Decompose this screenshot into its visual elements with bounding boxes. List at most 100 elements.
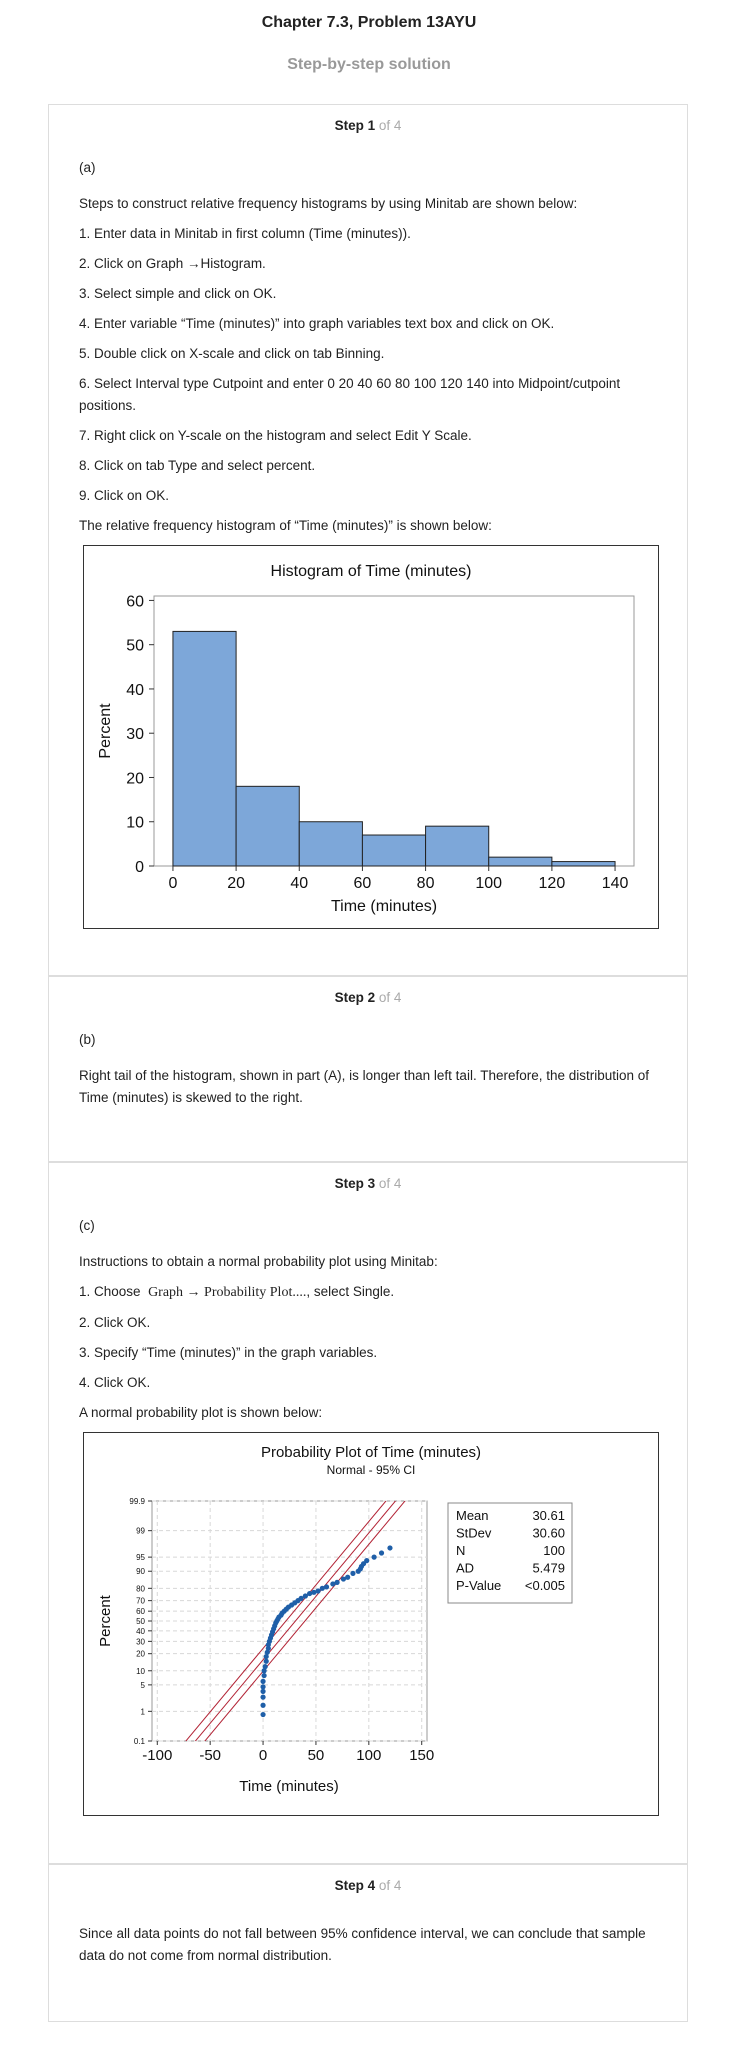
- prob-plot-y-tick-label: 80: [136, 1584, 145, 1593]
- stat-label: Mean: [456, 1508, 489, 1523]
- stat-value: 30.61: [532, 1508, 565, 1523]
- data-point: [265, 1645, 271, 1652]
- prob-plot-subtitle: Normal - 95% CI: [327, 1463, 416, 1477]
- stat-label: AD: [456, 1561, 474, 1576]
- fitted-line: [194, 1501, 397, 1741]
- prob-plot-y-axis-label: Percent: [97, 1594, 114, 1647]
- probability-plot-figure: Probability Plot of Time (minutes) Norma…: [83, 1432, 659, 1816]
- histogram-x-tick-label: 140: [602, 875, 629, 892]
- prob-plot-x-tick-label: -50: [199, 1747, 221, 1764]
- prob-plot-x-tick-label: 50: [308, 1747, 325, 1764]
- stat-value: 5.479: [532, 1561, 565, 1576]
- histogram-y-tick-label: 10: [126, 815, 144, 832]
- prob-plot-y-tick-label: 20: [136, 1650, 145, 1659]
- confidence-band-line: [185, 1501, 387, 1741]
- data-point: [262, 1664, 268, 1670]
- step-3-card: Step 3 of 4 (c) Instructions to obtain a…: [48, 1162, 688, 1864]
- step-1-outro: The relative frequency histogram of “Tim…: [79, 518, 492, 533]
- step-4-card: Step 4 of 4 Since all data points do not…: [48, 1864, 688, 2022]
- instruction-click-ok: 2. Click OK.: [79, 1315, 151, 1330]
- histogram-y-tick-label: 30: [126, 726, 144, 743]
- prob-plot-x-tick-label: 100: [356, 1747, 381, 1764]
- step-2-of: of 4: [378, 990, 402, 1005]
- step-4-heading: Step 4 of 4: [49, 1878, 687, 1893]
- data-point: [260, 1688, 266, 1694]
- histogram-bar: [298, 821, 363, 867]
- page-title: Chapter 7.3, Problem 13AYU: [261, 14, 477, 31]
- data-point: [260, 1684, 266, 1690]
- choose-suffix: , select Single.: [306, 1284, 395, 1299]
- step-4-of: of 4: [378, 1878, 402, 1893]
- step-3-label: Step 3: [334, 1176, 376, 1191]
- data-point: [263, 1653, 269, 1660]
- prob-plot-y-tick-label: 90: [136, 1567, 145, 1576]
- data-point: [334, 1579, 340, 1585]
- step-1-heading: Step 1 of 4: [49, 118, 687, 133]
- instruction-6: 6. Select Interval type Cutpoint and ent…: [79, 376, 621, 413]
- instruction-5: 5. Double click on X-scale and click on …: [79, 346, 385, 361]
- step-3-intro: Instructions to obtain a normal probabil…: [79, 1254, 438, 1269]
- prob-plot-y-tick-label: 50: [136, 1617, 145, 1626]
- prob-plot-y-tick-label: 0.1: [134, 1737, 146, 1746]
- step-1-part: (a): [79, 160, 96, 175]
- prob-plot-y-tick-label: 70: [136, 1597, 145, 1606]
- histogram-y-tick-label: 0: [135, 859, 144, 876]
- data-point: [345, 1574, 351, 1580]
- instruction-click-ok-2: 4. Click OK.: [79, 1375, 151, 1390]
- instruction-7: 7. Right click on Y-scale on the histogr…: [79, 428, 472, 443]
- histogram-bar: [172, 630, 237, 867]
- data-point: [261, 1672, 267, 1679]
- data-point: [260, 1694, 266, 1700]
- step-1-label: Step 1: [334, 118, 376, 133]
- stat-value: 100: [543, 1543, 565, 1558]
- data-point: [350, 1570, 356, 1576]
- instruction-specify: 3. Specify “Time (minutes)” in the graph…: [79, 1345, 378, 1360]
- instruction-choose: 1. Choose Graph → Probability Plot...., …: [79, 1281, 657, 1304]
- confidence-band-line: [204, 1501, 406, 1741]
- histogram-chart: Histogram of Time (minutes) 0 20 40 60 80 100…: [97, 563, 635, 915]
- prob-plot-x-tick-label: -100: [142, 1747, 172, 1764]
- data-point: [364, 1558, 370, 1564]
- data-point: [302, 1593, 308, 1599]
- prob-plot-y-tick-label: 30: [136, 1637, 145, 1646]
- data-point: [315, 1588, 321, 1594]
- step-2-heading: Step 2 of 4: [49, 990, 687, 1005]
- step-3-of: of 4: [378, 1176, 402, 1191]
- histogram-figure: Histogram of Time (minutes) 0 20 40 60 80 100…: [83, 545, 659, 929]
- histogram-x-tick-label: 0: [168, 875, 177, 892]
- data-point: [371, 1554, 377, 1560]
- histogram-bar: [425, 825, 490, 867]
- prob-plot-y-tick-label: 40: [136, 1627, 145, 1636]
- prob-plot-x-tick-label: 0: [259, 1747, 267, 1764]
- step-1-of: of 4: [378, 118, 402, 133]
- histogram-x-tick-label: 40: [290, 875, 308, 892]
- histogram-x-tick-label: 60: [354, 875, 372, 892]
- data-point: [378, 1550, 385, 1556]
- stat-label: P-Value: [456, 1578, 501, 1593]
- prob-plot-y-tick-label: 95: [136, 1553, 145, 1562]
- instruction-4: 4. Enter variable “Time (minutes)” into …: [79, 316, 555, 331]
- histogram-x-tick-label: 20: [227, 875, 245, 892]
- step-4-text: Since all data points do not fall betwee…: [79, 1926, 646, 1963]
- step-4-label: Step 4: [334, 1878, 376, 1893]
- stats-legend-box: Mean 30.61 StDev 30.60 N 100 AD 5.479 P-Value <0.…: [447, 1502, 573, 1604]
- data-point: [330, 1581, 336, 1587]
- histogram-x-tick-label: 120: [539, 875, 566, 892]
- probability-plot-chart: Probability Plot of Time (minutes) Norma…: [97, 1444, 573, 1795]
- step-2-card: Step 2 of 4 (b) Right tail of the histog…: [48, 976, 688, 1162]
- stat-label: N: [456, 1543, 465, 1558]
- instruction-3: 3. Select simple and click on OK.: [79, 286, 277, 301]
- step-1-intro: Steps to construct relative frequency hi…: [79, 196, 578, 211]
- histogram-title: Histogram of Time (minutes): [271, 563, 472, 580]
- page-subtitle: Step-by-step solution: [287, 56, 451, 73]
- histogram-x-tick-label: 100: [475, 875, 502, 892]
- stat-value: 30.60: [532, 1526, 565, 1541]
- data-point: [306, 1590, 313, 1597]
- data-point: [260, 1702, 266, 1708]
- prob-plot-y-tick-label: 60: [136, 1607, 145, 1616]
- data-point: [260, 1711, 266, 1718]
- step-3-part: (c): [79, 1218, 95, 1233]
- prob-plot-x-axis-label: Time (minutes): [239, 1778, 338, 1795]
- instruction-9: 9. Click on OK.: [79, 488, 170, 503]
- step-2-part: (b): [79, 1032, 96, 1047]
